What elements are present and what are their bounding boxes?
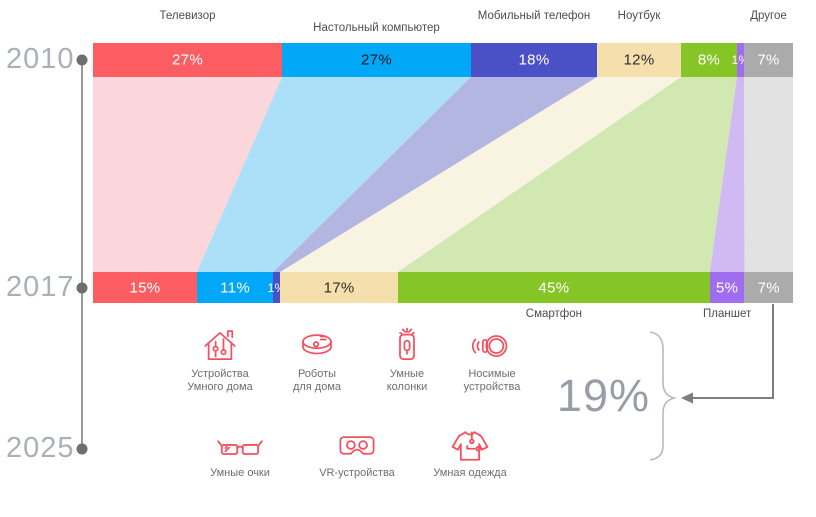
category-label-smartphone: Смартфон: [525, 308, 583, 320]
year-label-2010: 2010: [6, 42, 75, 75]
callout-brace: [649, 331, 678, 461]
bar-2017-segment-desktop: [196, 272, 274, 303]
bar-2017-segment-smartphone: [397, 272, 710, 303]
flow-band-desktop: [196, 77, 472, 272]
bar-2017-value-laptop: 17%: [323, 279, 355, 296]
device-caption-wearable: Носимые устройства: [463, 368, 521, 393]
wearable-icon: [471, 325, 513, 367]
device-caption-vr-headset: VR-устройства: [319, 467, 395, 479]
bar-2017-segment-other: [744, 272, 793, 303]
smart-home-icon: [199, 325, 241, 367]
device-caption-smart-glasses: Умные очки: [210, 467, 270, 479]
bar-2017-value-other: 7%: [757, 279, 780, 296]
bar-2010-segment-mobile-phone: [471, 43, 597, 77]
bar-2010-value-smartphone: 8%: [697, 51, 721, 69]
device-caption-smart-speaker: Умные колонки: [386, 368, 428, 393]
bar-2017-value-smartphone: 45%: [538, 279, 570, 296]
bar-2010-segment-tablet: [737, 43, 744, 77]
flow-band-other: [744, 77, 793, 272]
bar-2017-segment-mobile-phone: [273, 272, 281, 303]
category-label-mobile-phone: Мобильный телефон: [477, 10, 591, 22]
robot-vacuum-icon: [296, 325, 338, 367]
bar-2010-segment-laptop: [597, 43, 681, 77]
flow-band-tablet: [709, 77, 745, 272]
year-label-2017: 2017: [6, 270, 75, 303]
bar-2010-value-desktop: 27%: [361, 51, 392, 69]
future-share-value: 19%: [556, 370, 650, 421]
category-label-desktop: Настольный компьютер: [313, 22, 440, 34]
year-label-2025: 2025: [6, 431, 75, 464]
bar-2017-segment-tv: [93, 272, 197, 303]
timeline-dot-2025: [76, 443, 88, 455]
vr-headset-icon: [334, 424, 380, 466]
flow-band-laptop: [280, 77, 681, 272]
bar-2010-value-tv: 27%: [172, 51, 203, 69]
timeline-dot-2010: [76, 54, 88, 66]
device-caption-smart-clothing: Умная одежда: [433, 467, 507, 479]
bar-2017-value-tv: 15%: [129, 279, 161, 296]
bar-2017-segment-tablet: [709, 272, 745, 303]
category-label-tv: Телевизор: [159, 10, 216, 22]
bar-2010-value-other: 7%: [757, 51, 780, 69]
connector-arrow-line: [688, 304, 774, 399]
category-label-laptop: Ноутбук: [617, 10, 661, 22]
bar-2010-value-laptop: 12%: [623, 51, 655, 69]
flow-band-smartphone: [397, 77, 737, 272]
device-caption-smart-home: Устройства Умного дома: [187, 368, 253, 393]
bar-2010-value-mobile-phone: 18%: [518, 51, 550, 69]
bar-2017-value-tablet: 5%: [716, 279, 739, 296]
bar-2010-segment-smartphone: [681, 43, 737, 77]
bar-2010-segment-tv: [93, 43, 282, 77]
smart-glasses-icon: [216, 424, 264, 464]
smart-clothing-icon: [447, 424, 493, 468]
flow-band-tv: [93, 77, 282, 272]
category-label-other: Другое: [750, 10, 787, 22]
bar-2017-value-desktop: 11%: [220, 279, 250, 296]
flow-band-mobile-phone: [273, 77, 597, 272]
device-caption-robot-vacuum: Роботы для дома: [292, 368, 342, 393]
bar-2010-segment-other: [744, 43, 793, 77]
timeline-dot-2017: [76, 282, 88, 294]
connector-arrowhead: [681, 392, 693, 404]
smart-speaker-icon: [386, 325, 428, 367]
bar-2017-segment-laptop: [280, 272, 398, 303]
bar-2010-segment-desktop: [282, 43, 471, 77]
category-label-tablet: Планшет: [703, 308, 752, 320]
